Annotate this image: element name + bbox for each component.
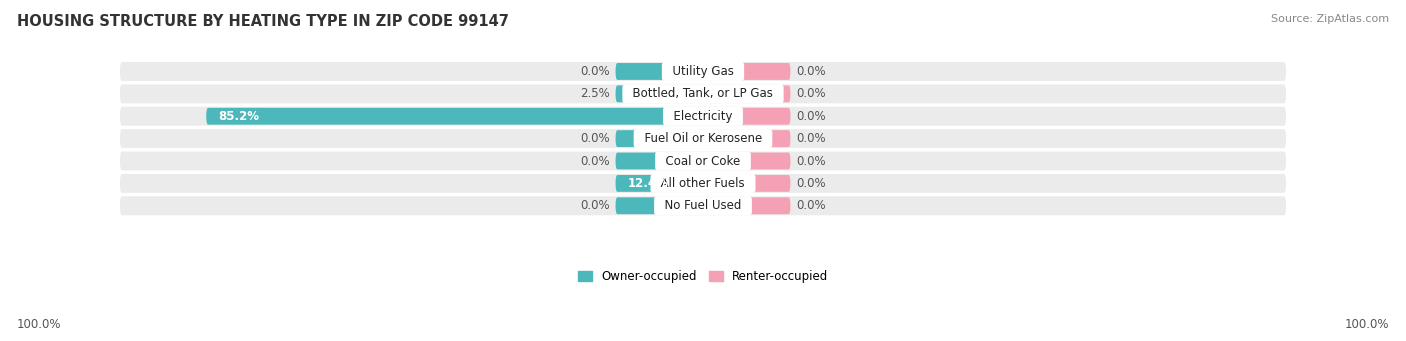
Text: All other Fuels: All other Fuels (654, 177, 752, 190)
Text: HOUSING STRUCTURE BY HEATING TYPE IN ZIP CODE 99147: HOUSING STRUCTURE BY HEATING TYPE IN ZIP… (17, 14, 509, 29)
Text: 0.0%: 0.0% (796, 177, 825, 190)
Text: 0.0%: 0.0% (581, 199, 610, 212)
Text: 0.0%: 0.0% (796, 132, 825, 145)
Text: Electricity: Electricity (666, 110, 740, 123)
Text: 85.2%: 85.2% (218, 110, 259, 123)
FancyBboxPatch shape (120, 129, 1286, 148)
Text: 0.0%: 0.0% (796, 65, 825, 78)
FancyBboxPatch shape (616, 152, 703, 169)
FancyBboxPatch shape (703, 63, 790, 80)
Text: 0.0%: 0.0% (796, 154, 825, 167)
Text: 0.0%: 0.0% (796, 110, 825, 123)
Text: 0.0%: 0.0% (581, 154, 610, 167)
FancyBboxPatch shape (703, 152, 790, 169)
Text: Source: ZipAtlas.com: Source: ZipAtlas.com (1271, 14, 1389, 24)
Text: Coal or Coke: Coal or Coke (658, 154, 748, 167)
FancyBboxPatch shape (207, 108, 703, 125)
Text: 2.5%: 2.5% (579, 87, 610, 100)
Text: 0.0%: 0.0% (581, 65, 610, 78)
FancyBboxPatch shape (616, 197, 703, 214)
Text: No Fuel Used: No Fuel Used (657, 199, 749, 212)
Text: 100.0%: 100.0% (1344, 318, 1389, 331)
FancyBboxPatch shape (120, 174, 1286, 193)
FancyBboxPatch shape (616, 130, 703, 147)
FancyBboxPatch shape (616, 175, 703, 192)
FancyBboxPatch shape (703, 130, 790, 147)
Legend: Owner-occupied, Renter-occupied: Owner-occupied, Renter-occupied (578, 270, 828, 283)
Text: 0.0%: 0.0% (796, 87, 825, 100)
Text: Utility Gas: Utility Gas (665, 65, 741, 78)
FancyBboxPatch shape (120, 196, 1286, 215)
FancyBboxPatch shape (703, 108, 790, 125)
FancyBboxPatch shape (703, 85, 790, 102)
Text: 12.4%: 12.4% (627, 177, 668, 190)
Text: 0.0%: 0.0% (796, 199, 825, 212)
FancyBboxPatch shape (120, 151, 1286, 170)
FancyBboxPatch shape (120, 84, 1286, 103)
FancyBboxPatch shape (703, 197, 790, 214)
FancyBboxPatch shape (703, 175, 790, 192)
FancyBboxPatch shape (120, 107, 1286, 126)
Text: Bottled, Tank, or LP Gas: Bottled, Tank, or LP Gas (626, 87, 780, 100)
Text: Fuel Oil or Kerosene: Fuel Oil or Kerosene (637, 132, 769, 145)
FancyBboxPatch shape (616, 85, 703, 102)
Text: 100.0%: 100.0% (17, 318, 62, 331)
Text: 0.0%: 0.0% (581, 132, 610, 145)
FancyBboxPatch shape (616, 63, 703, 80)
FancyBboxPatch shape (120, 62, 1286, 81)
